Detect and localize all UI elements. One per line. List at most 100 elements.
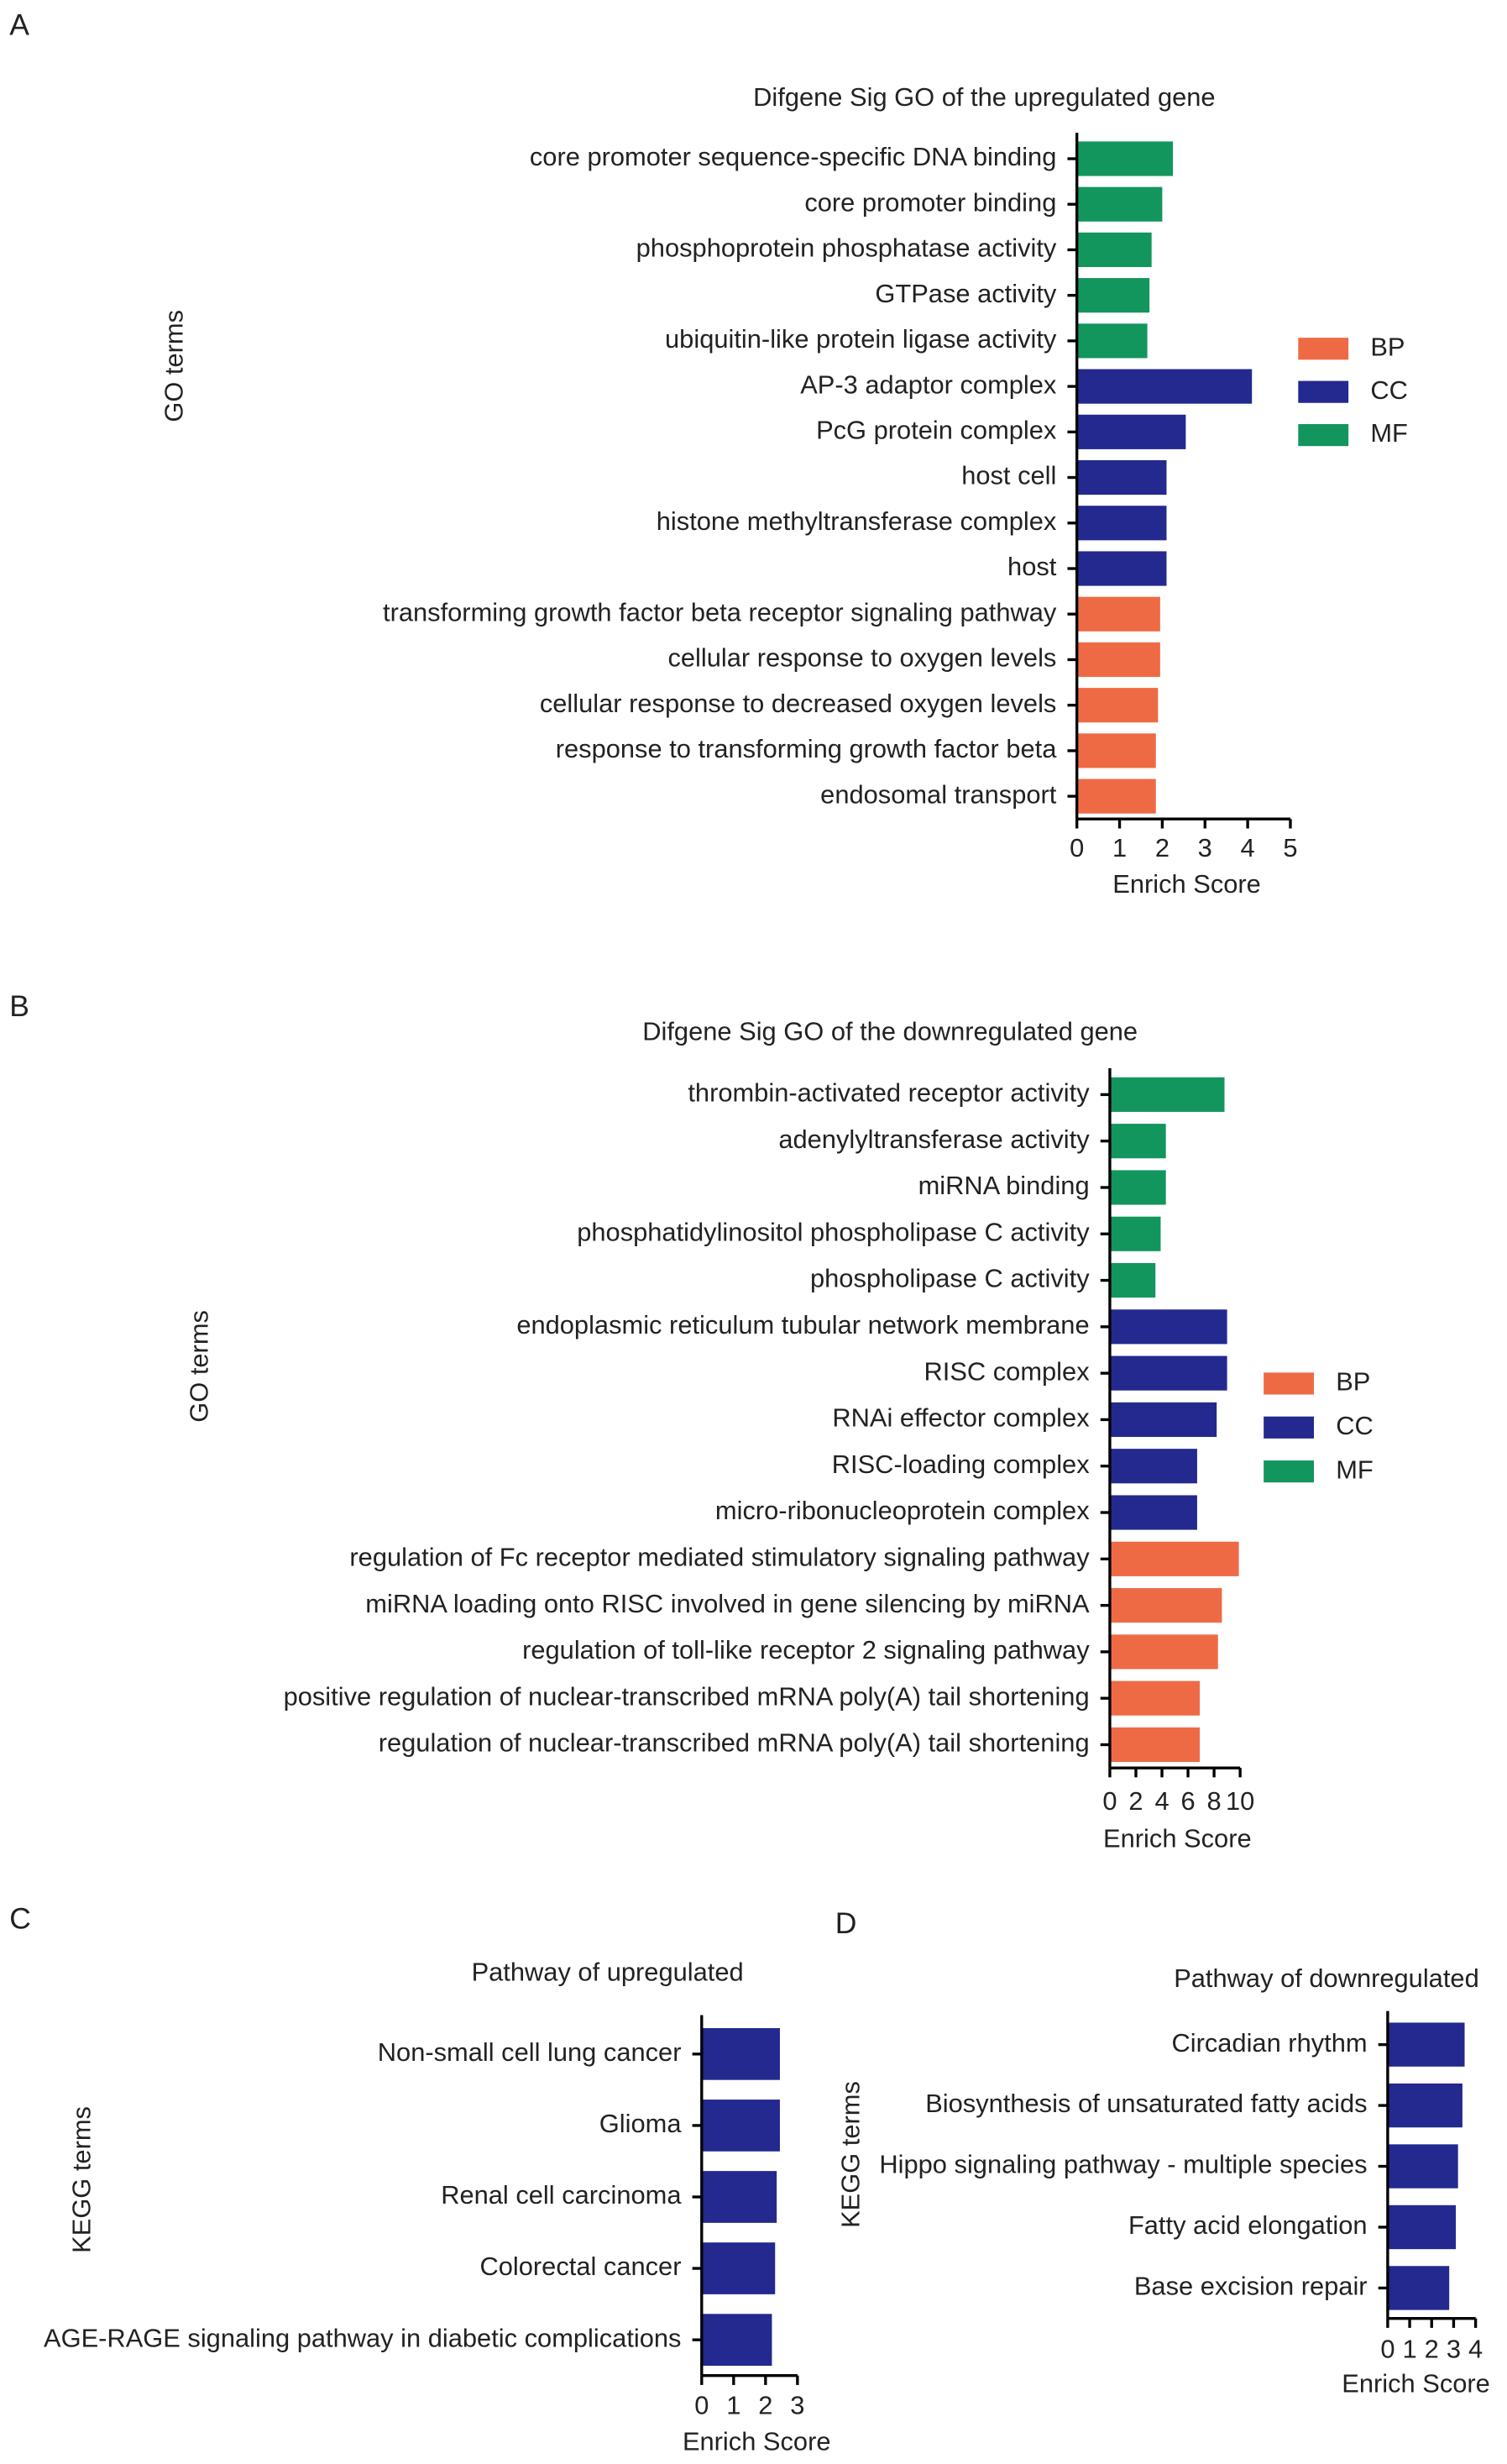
bar	[1076, 779, 1156, 814]
x-tick-label: 1	[1112, 833, 1127, 862]
category-label: core promoter binding	[804, 187, 1056, 217]
category-label: regulation of toll-like receptor 2 signa…	[522, 1635, 1090, 1665]
legend-swatch	[1298, 380, 1349, 403]
legend-swatch	[1264, 1416, 1315, 1439]
bar	[1076, 459, 1167, 495]
legend-label: CC	[1370, 375, 1408, 405]
legend-swatch	[1264, 1372, 1315, 1395]
x-tick-label: 0	[694, 2391, 709, 2420]
bar	[1109, 1216, 1161, 1251]
legend-swatch	[1298, 423, 1349, 447]
bar	[1387, 2266, 1450, 2310]
bar	[1076, 733, 1156, 768]
bar	[1076, 642, 1160, 678]
y-axis-label: GO terms	[184, 1310, 213, 1423]
category-label: phospholipase C activity	[810, 1264, 1090, 1293]
bar	[1109, 1170, 1166, 1205]
bar	[1109, 1727, 1201, 1763]
x-tick-label: 2	[1128, 1786, 1143, 1816]
bar	[1387, 2204, 1457, 2250]
x-tick-label: 3	[1447, 2334, 1461, 2363]
bar	[1109, 1495, 1197, 1530]
x-axis-label: Enrich Score	[1103, 1824, 1252, 1853]
y-axis-label: KEGG terms	[66, 2106, 96, 2253]
chart-title: Pathway of upregulated	[472, 1958, 744, 1987]
legend-label: BP	[1336, 1367, 1370, 1397]
category-label: Base excision repair	[1134, 2272, 1368, 2301]
chart-title: Difgene Sig GO of the upregulated gene	[753, 82, 1215, 112]
category-label: core promoter sequence-specific DNA bind…	[530, 142, 1056, 171]
legend-swatch	[1264, 1460, 1315, 1483]
category-label: PcG protein complex	[816, 415, 1057, 444]
chart-title: Difgene Sig GO of the downregulated gene	[642, 1017, 1138, 1046]
bar	[701, 2027, 780, 2080]
x-tick-label: 0	[1102, 1786, 1117, 1816]
bar	[1076, 414, 1186, 449]
bar	[1076, 506, 1167, 541]
x-tick-label: 1	[1402, 2334, 1416, 2363]
bar	[1076, 141, 1174, 176]
panel-label: B	[9, 989, 29, 1023]
category-label: GTPase activity	[875, 279, 1057, 308]
category-label: ubiquitin-like protein ligase activity	[665, 324, 1057, 354]
x-tick-label: 6	[1180, 1786, 1195, 1816]
x-axis-label: Enrich Score	[683, 2427, 831, 2456]
x-tick-label: 8	[1207, 1786, 1222, 1816]
category-label: transforming growth factor beta receptor…	[383, 597, 1057, 626]
legend-label: MF	[1370, 418, 1408, 448]
bar	[1076, 596, 1160, 632]
x-tick-label: 2	[1425, 2334, 1439, 2363]
category-label: Biosynthesis of unsaturated fatty acids	[925, 2089, 1367, 2118]
category-label: Circadian rhythm	[1171, 2028, 1367, 2058]
panel-label: A	[9, 8, 29, 41]
category-label: host cell	[961, 461, 1056, 490]
x-tick-label: 5	[1283, 833, 1297, 862]
bar	[1076, 551, 1167, 586]
category-label: miRNA loading onto RISC involved in gene…	[365, 1589, 1090, 1618]
category-label: RISC-loading complex	[832, 1450, 1090, 1479]
x-tick-label: 4	[1154, 1786, 1169, 1816]
category-label: micro-ribonucleoprotein complex	[715, 1496, 1090, 1525]
category-label: AP-3 adaptor complex	[800, 370, 1057, 399]
bar	[1109, 1262, 1156, 1298]
x-tick-label: 0	[1380, 2334, 1394, 2363]
bar	[1076, 323, 1148, 359]
bar	[1109, 1077, 1225, 1112]
legend-label: CC	[1336, 1411, 1374, 1440]
x-tick-label: 4	[1241, 833, 1255, 862]
bar	[1109, 1588, 1222, 1623]
category-label: response to transforming growth factor b…	[556, 734, 1057, 763]
bar	[1387, 2022, 1465, 2067]
x-tick-label: 10	[1226, 1786, 1254, 1816]
bar	[1109, 1449, 1197, 1484]
x-tick-label: 2	[758, 2391, 772, 2420]
x-tick-label: 0	[1070, 833, 1084, 862]
bar	[1109, 1309, 1227, 1345]
bar	[1076, 186, 1163, 222]
category-label: endoplasmic reticulum tubular network me…	[516, 1310, 1089, 1339]
bar	[1076, 232, 1152, 268]
chart-title: Pathway of downregulated	[1174, 1963, 1479, 1993]
legend-label: BP	[1370, 332, 1405, 361]
bar	[1109, 1355, 1227, 1391]
category-label: RNAi effector complex	[832, 1403, 1090, 1433]
bar	[1109, 1124, 1166, 1159]
bar	[701, 2242, 776, 2294]
category-label: positive regulation of nuclear-transcrib…	[284, 1681, 1090, 1711]
panel-label: C	[9, 1901, 31, 1935]
panel-label: D	[835, 1906, 857, 1940]
category-label: RISC complex	[924, 1356, 1091, 1386]
category-label: adenylyltransferase activity	[778, 1125, 1090, 1154]
category-label: thrombin-activated receptor activity	[688, 1078, 1090, 1108]
bar	[1109, 1402, 1217, 1438]
bar	[1076, 688, 1159, 723]
category-label: endosomal transport	[820, 779, 1057, 809]
legend-label: MF	[1336, 1455, 1374, 1484]
legend-swatch	[1298, 338, 1349, 360]
category-label: host	[1007, 552, 1057, 581]
x-tick-label: 4	[1468, 2334, 1483, 2363]
bar	[1109, 1541, 1239, 1576]
bar	[701, 2171, 777, 2223]
